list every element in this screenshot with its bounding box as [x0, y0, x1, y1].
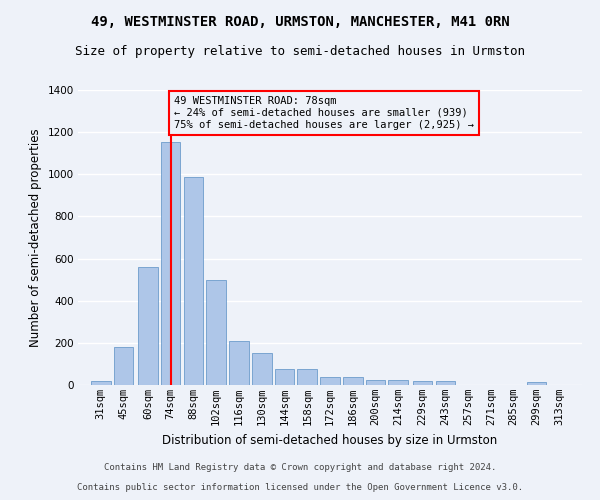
Bar: [436, 381, 455, 385]
X-axis label: Distribution of semi-detached houses by size in Urmston: Distribution of semi-detached houses by …: [163, 434, 497, 446]
Bar: [113, 348, 133, 385]
Bar: [138, 267, 158, 385]
Bar: [252, 354, 272, 385]
Text: Size of property relative to semi-detached houses in Urmston: Size of property relative to semi-detach…: [75, 45, 525, 58]
Bar: [320, 377, 340, 385]
Bar: [388, 380, 408, 385]
Bar: [275, 369, 295, 385]
Bar: [298, 369, 317, 385]
Bar: [184, 178, 203, 385]
Text: Contains HM Land Registry data © Crown copyright and database right 2024.: Contains HM Land Registry data © Crown c…: [104, 464, 496, 472]
Bar: [343, 377, 362, 385]
Bar: [527, 382, 547, 385]
Bar: [365, 380, 385, 385]
Bar: [229, 341, 249, 385]
Bar: [91, 381, 110, 385]
Text: Contains public sector information licensed under the Open Government Licence v3: Contains public sector information licen…: [77, 484, 523, 492]
Text: 49 WESTMINSTER ROAD: 78sqm
← 24% of semi-detached houses are smaller (939)
75% o: 49 WESTMINSTER ROAD: 78sqm ← 24% of semi…: [174, 96, 474, 130]
Text: 49, WESTMINSTER ROAD, URMSTON, MANCHESTER, M41 0RN: 49, WESTMINSTER ROAD, URMSTON, MANCHESTE…: [91, 15, 509, 29]
Bar: [206, 280, 226, 385]
Bar: [161, 142, 181, 385]
Y-axis label: Number of semi-detached properties: Number of semi-detached properties: [29, 128, 42, 347]
Bar: [413, 381, 433, 385]
